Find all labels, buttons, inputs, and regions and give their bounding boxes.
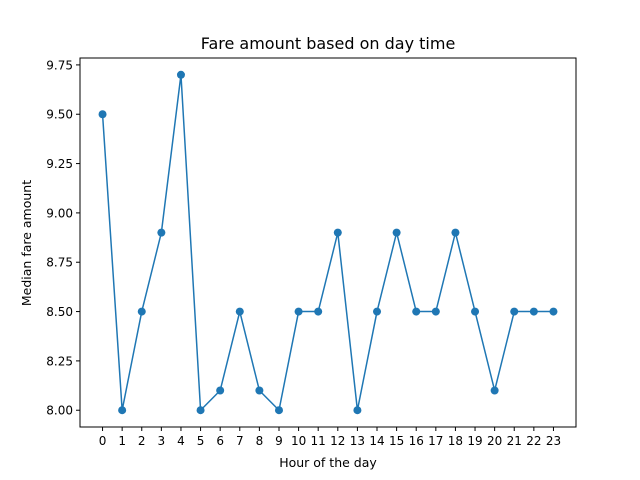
x-tick-label: 4 [177,434,185,448]
data-point [373,307,382,316]
data-point [471,307,480,316]
x-tick-label: 22 [526,434,541,448]
data-point [98,110,107,119]
y-tick-label: 9.50 [46,108,73,122]
x-tick-label: 6 [216,434,224,448]
data-point [255,386,264,395]
x-tick-label: 16 [409,434,424,448]
y-axis-label: Median fare amount [19,180,34,306]
x-tick-label: 2 [138,434,146,448]
chart-title: Fare amount based on day time [201,34,456,53]
y-tick-label: 8.50 [46,305,73,319]
x-tick-label: 9 [275,434,283,448]
x-tick-label: 21 [507,434,522,448]
data-point [412,307,421,316]
data-point [333,228,342,237]
x-tick-label: 15 [389,434,404,448]
data-point [529,307,538,316]
x-tick-label: 0 [99,434,107,448]
x-tick-label: 23 [546,434,561,448]
data-point [176,70,185,79]
plot-frame [79,57,577,428]
x-tick-label: 13 [350,434,365,448]
data-point [274,406,283,415]
data-point [392,228,401,237]
data-point [451,228,460,237]
x-tick-label: 11 [311,434,326,448]
data-point [549,307,558,316]
x-tick-label: 20 [487,434,502,448]
y-tick-label: 9.00 [46,206,73,220]
data-point [196,406,205,415]
x-tick-label: 10 [291,434,306,448]
data-point [490,386,499,395]
data-point [157,228,166,237]
x-tick-label: 5 [197,434,205,448]
x-tick-label: 14 [369,434,384,448]
x-tick-label: 19 [467,434,482,448]
y-tick-label: 8.00 [46,404,73,418]
y-tick-label: 9.75 [46,58,73,72]
data-point [216,386,225,395]
x-axis: 0 1 2 3 4 5 6 7 8 9 10 11 12 13 14 15 16 17 18 19 20 21 22 23 [99,427,561,448]
y-tick-label: 8.25 [46,354,73,368]
data-point [353,406,362,415]
x-tick-label: 8 [256,434,264,448]
x-tick-label: 3 [158,434,166,448]
y-axis: 8.00 8.25 8.50 8.75 9.00 9.25 9.50 9.75 [46,58,80,418]
x-tick-label: 7 [236,434,244,448]
data-point [235,307,244,316]
series-line [101,74,554,411]
data-point [137,307,146,316]
x-axis-label: Hour of the day [279,455,377,470]
data-point [294,307,303,316]
x-tick-label: 17 [428,434,443,448]
y-tick-label: 8.75 [46,256,73,270]
x-tick-label: 1 [118,434,126,448]
plot-area [98,70,558,415]
x-tick-label: 12 [330,434,345,448]
x-tick-label: 18 [448,434,463,448]
data-point [510,307,519,316]
data-point [431,307,440,316]
y-tick-label: 9.25 [46,157,73,171]
data-point [118,406,127,415]
data-point [314,307,323,316]
